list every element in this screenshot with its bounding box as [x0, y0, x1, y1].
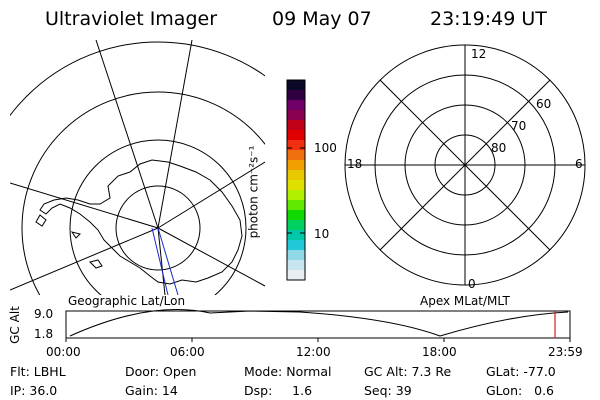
- colorbar-segment: [287, 160, 305, 171]
- time-tick-1200: 12:00: [296, 345, 331, 359]
- time-tick-2359: 23:59: [548, 345, 583, 359]
- colorbar-segment: [287, 260, 305, 271]
- info-dsp: Dsp: 1.6: [244, 383, 313, 398]
- colorbar-segment: [287, 120, 305, 131]
- mlt-label-6: 6: [575, 157, 583, 171]
- altitude-plot-frame: [65, 310, 571, 339]
- altitude-curve: [69, 309, 569, 337]
- left-panel-label: Geographic Lat/Lon: [68, 294, 186, 308]
- colorbar-unit-label: photon cm⁻²s⁻¹: [246, 145, 261, 239]
- altitude-tick-high: 9.0: [34, 307, 54, 321]
- colorbar-segment: [287, 270, 305, 281]
- colorbar-segment: [287, 220, 305, 231]
- colorbar-tick-10: 10: [314, 227, 330, 241]
- date-label: 09 May 07: [272, 8, 372, 30]
- info-filter: Flt: LBHL: [10, 364, 66, 379]
- altitude-tick-low: 1.8: [34, 327, 54, 341]
- colorbar: [287, 80, 305, 281]
- colorbar-segment: [287, 240, 305, 251]
- lat-label-70: 70: [511, 119, 527, 133]
- colorbar-segment: [287, 90, 305, 101]
- mlt-label-18: 18: [347, 157, 363, 171]
- altitude-axis-title: GC Alt: [7, 306, 22, 344]
- colorbar-segment: [287, 250, 305, 261]
- info-mode: Mode: Normal: [244, 364, 332, 379]
- colorbar-segment: [287, 190, 305, 201]
- colorbar-segment: [287, 150, 305, 161]
- colorbar-segment: [287, 210, 305, 221]
- time-tick-0600: 06:00: [170, 345, 205, 359]
- colorbar-segment: [287, 140, 305, 151]
- colorbar-segment: [287, 230, 305, 241]
- colorbar-segment: [287, 100, 305, 111]
- colorbar-segment: [287, 110, 305, 121]
- time-tick-0000: 00:00: [46, 345, 81, 359]
- lat-label-60: 60: [536, 97, 552, 111]
- colorbar-segment: [287, 80, 305, 91]
- lat-label-80: 80: [491, 141, 507, 155]
- info-ip: IP: 36.0: [10, 383, 58, 398]
- colorbar-segment: [287, 180, 305, 191]
- info-gain: Gain: 14: [125, 383, 178, 398]
- colorbar-segment: [287, 200, 305, 211]
- mlt-label-0: 0: [468, 277, 476, 291]
- time-tick-1800: 18:00: [422, 345, 457, 359]
- right-panel-label: Apex MLat/MLT: [420, 294, 510, 308]
- colorbar-tick-100: 100: [314, 141, 337, 155]
- info-door: Door: Open: [125, 364, 197, 379]
- info-glat: GLat: -77.0: [486, 364, 556, 379]
- colorbar-segment: [287, 130, 305, 141]
- time-label: 23:19:49 UT: [430, 8, 547, 30]
- info-seq: Seq: 39: [364, 383, 412, 398]
- colorbar-segment: [287, 170, 305, 181]
- info-gc-alt: GC Alt: 7.3 Re: [364, 364, 452, 379]
- instrument-title: Ultraviolet Imager: [45, 8, 218, 30]
- mlt-label-12: 12: [471, 47, 487, 61]
- polar-grid: [344, 44, 586, 286]
- info-glon: GLon: 0.6: [486, 383, 555, 398]
